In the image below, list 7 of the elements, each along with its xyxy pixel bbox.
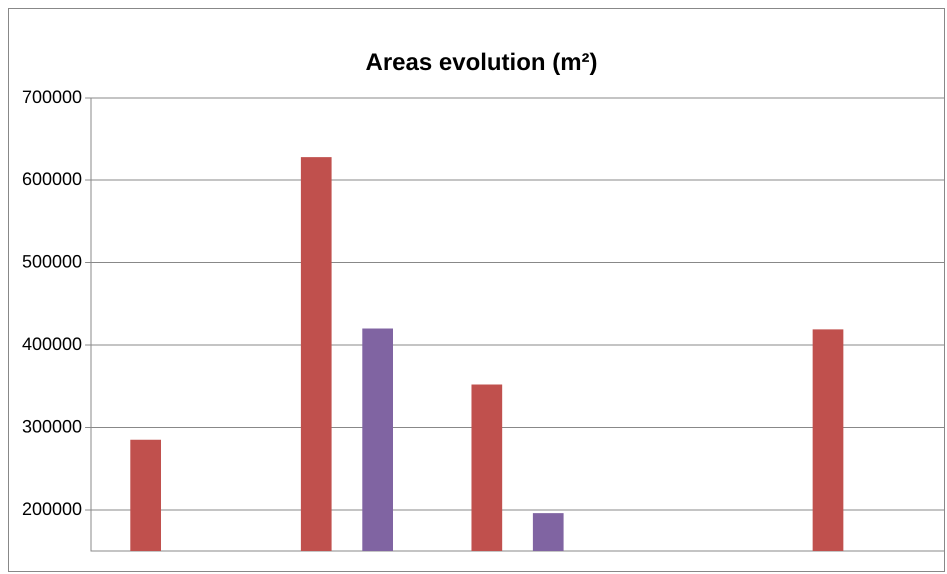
y-tick-label: 400000 (22, 334, 82, 354)
y-tick-label: 700000 (22, 86, 82, 107)
chart-title: Areas evolution (m²) (365, 49, 598, 76)
y-tick-label: 500000 (22, 252, 82, 272)
y-tick-label: 300000 (22, 416, 82, 436)
y-tick-label: 200000 (22, 498, 82, 519)
y-tick-label: 600000 (22, 169, 82, 190)
